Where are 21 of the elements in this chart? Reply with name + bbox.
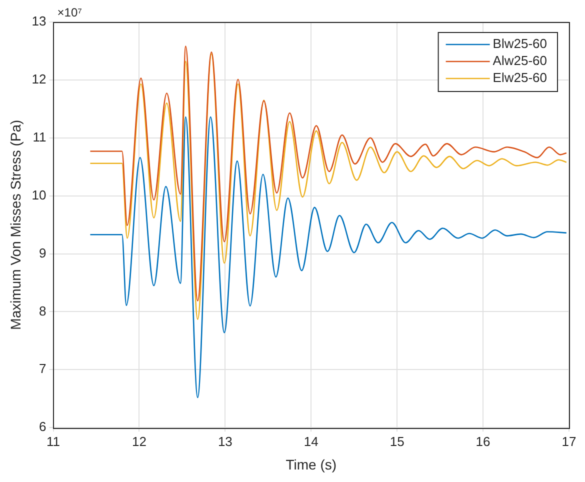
legend-label: Blw25-60 <box>492 36 548 52</box>
legend-label: Elw25-60 <box>492 70 548 86</box>
y-tick-label: 6 <box>39 419 46 434</box>
x-tick-label: 16 <box>476 434 490 449</box>
y-tick-label: 13 <box>32 14 46 29</box>
x-tick-label: 14 <box>304 434 318 449</box>
x-tick-label: 12 <box>132 434 146 449</box>
y-tick-label: 8 <box>39 303 46 318</box>
line-series <box>90 116 568 398</box>
y-tick-label: 12 <box>32 72 46 87</box>
y-tick-label: 9 <box>39 245 46 260</box>
text: ×10⁷ <box>57 5 82 20</box>
legend-label: Alw25-60 <box>492 53 548 68</box>
x-axis-title: Time (s) <box>286 456 337 472</box>
x-tick-label: 13 <box>218 434 232 449</box>
y-axis-title: Maximum Von Misses Stress (Pa) <box>7 120 24 330</box>
x-tick-label: 17 <box>562 434 576 449</box>
y-tick-label: 7 <box>39 361 46 376</box>
y-tick-label: 11 <box>32 129 46 144</box>
y-tick-label: 10 <box>32 187 46 202</box>
x-tick-label: 15 <box>390 434 404 449</box>
